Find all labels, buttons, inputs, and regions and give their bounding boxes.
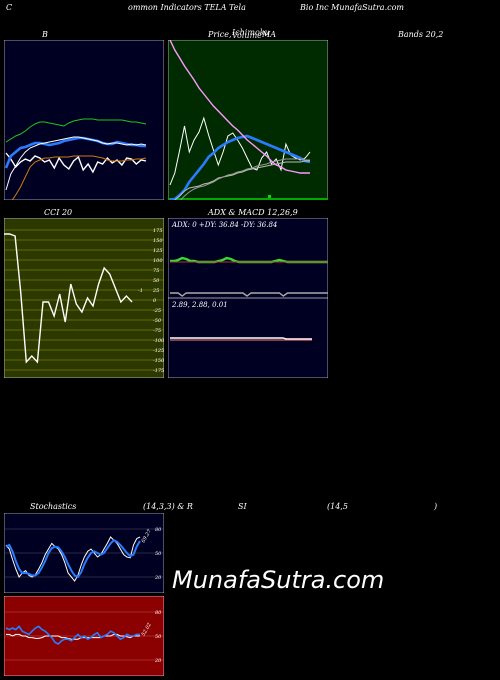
bollinger-chart (4, 40, 164, 200)
volume-baseline (168, 198, 328, 200)
rsi-tick-label: 80 (155, 610, 162, 616)
macd-readout: 2.89, 2.88, 0.01 (171, 301, 228, 309)
cci-tick-label: 125 (153, 248, 163, 254)
macd-chart: 2.89, 2.88, 0.01 (168, 298, 328, 378)
adx-series-2 (170, 292, 328, 297)
bollinger-series-0 (5, 152, 147, 174)
label-adx-macd: ADX & MACD 12,26,9 (208, 208, 298, 217)
cci-tick-label: -175 (153, 368, 164, 374)
cci-chart: 175 150 125 100 75 50 25 0 -25 -50 -75 -100 -125 -150… (4, 218, 164, 378)
price-ma-panel (168, 40, 328, 200)
bollinger-series-3 (5, 136, 147, 191)
label-si: SI (238, 502, 247, 511)
cci-panel: 175 150 125 100 75 50 25 0 -25 -50 -75 -100 -125 -150… (4, 218, 164, 378)
label-volume: Volume (232, 31, 262, 40)
header-title: ommon Indicators TELA Tela (128, 3, 246, 12)
label-bands: Bands 20,2 (398, 30, 444, 39)
cci-tick-label: -125 (153, 348, 164, 354)
cci-tick-label: 50 (153, 278, 160, 284)
macd-panel: 2.89, 2.88, 0.01 (168, 298, 328, 378)
stochastics-tick-label: 80 (155, 527, 162, 533)
adx-chart: ADX: 0 +DY: 36.84 -DY: 36.84 (168, 218, 328, 298)
header-site: Bio Inc MunafaSutra.com (300, 3, 404, 12)
cci-tick-label: 175 (153, 228, 163, 234)
price-ma-series-0 (169, 116, 311, 186)
bollinger-series-2 (5, 118, 147, 143)
cci-tick-label: 25 (152, 288, 159, 294)
price-ma-series-4 (169, 40, 310, 174)
cci-end-label: -1 (138, 288, 143, 294)
stochastics-panel: 80 50 20 69.27 (4, 513, 164, 593)
label-rsi-close: ) (434, 502, 438, 511)
rsi-panel: 80 50 20 52.02 (4, 596, 164, 676)
rsi-tick-label: 50 (155, 634, 162, 640)
price-ma-series-2 (174, 160, 310, 200)
stochastics-series-1 (5, 538, 141, 579)
label-cci: CCI 20 (44, 208, 73, 217)
macd-series-0 (170, 337, 312, 340)
rsi-tick-label: 20 (154, 658, 162, 664)
price-ma-series-3 (179, 158, 310, 200)
volume-bar (268, 195, 271, 200)
label-stoch-params: (14,3,3) & R (143, 502, 193, 511)
label-ma: MA (262, 30, 276, 39)
adx-readout: ADX: 0 +DY: 36.84 -DY: 36.84 (171, 221, 277, 229)
cci-tick-label: 75 (153, 268, 159, 274)
cci-tick-label: -150 (153, 358, 164, 364)
cci-tick-label: -50 (153, 318, 162, 324)
bollinger-panel (4, 40, 164, 200)
cci-tick-label: -25 (153, 308, 161, 314)
header-left: C (6, 3, 13, 12)
price-ma-chart (168, 40, 328, 200)
adx-panel: ADX: 0 +DY: 36.84 -DY: 36.84 (168, 218, 328, 298)
label-b: B (42, 30, 48, 39)
bollinger-series-4 (11, 155, 147, 200)
label-price: Price, (208, 30, 232, 39)
cci-tick-label: 150 (153, 238, 163, 244)
cci-tick-label: 0 (153, 298, 157, 304)
label-rsi-params: (14,5 (327, 502, 348, 511)
rsi-series-1 (5, 625, 140, 645)
cci-tick-label: -75 (153, 328, 161, 334)
cci-tick-label: -100 (153, 338, 164, 344)
stochastics-tick-label: 50 (155, 551, 162, 557)
label-ichimoku: Ichimoku (232, 28, 270, 37)
watermark-text: MunafaSutra.com (172, 566, 385, 594)
cci-tick-label: 100 (153, 258, 163, 264)
price-ma-series-1 (169, 134, 311, 200)
bollinger-series-1 (4, 136, 146, 169)
stochastics-tick-label: 20 (154, 575, 162, 581)
label-stochastics: Stochastics (30, 502, 77, 511)
cci-series-0 (4, 233, 133, 364)
